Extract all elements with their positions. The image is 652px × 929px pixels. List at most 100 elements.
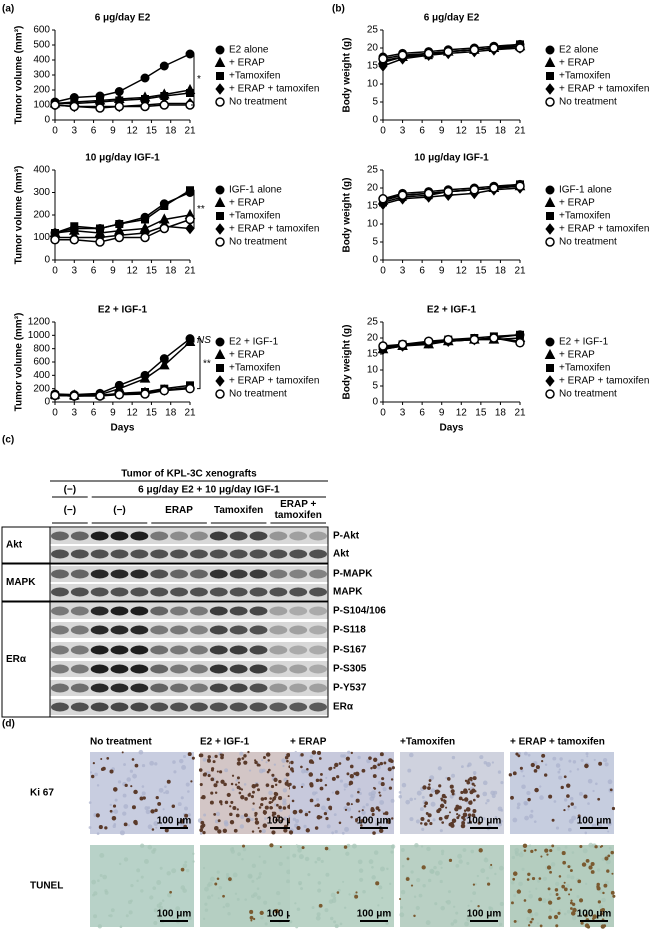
stained-nucleus [284,755,289,760]
texture [425,920,431,926]
texture [604,762,609,767]
significance-bracket [191,189,195,229]
texture [472,770,477,775]
texture [156,880,162,885]
texture [418,893,423,898]
texture [222,905,226,909]
texture [346,807,352,812]
chart-title: 6 μg/day E2 [95,13,151,24]
legend-label: No treatment [229,97,287,108]
stained-nucleus [279,845,282,849]
data-point [469,45,480,55]
texture [163,791,166,794]
stained-nucleus [123,822,128,827]
data-point [69,391,80,401]
stained-nucleus [220,803,223,806]
blot-band [110,531,129,541]
stained-nucleus [429,793,433,797]
texture [580,758,584,762]
stained-nucleus [604,856,609,861]
stained-nucleus [214,754,218,758]
data-point [159,385,170,396]
row-label: P-S104/106 [333,606,386,617]
texture [415,819,421,824]
texture [239,824,245,829]
texture [573,805,577,809]
texture [256,895,261,900]
y-tick-label: 15 [367,61,379,72]
blot-band [229,587,248,597]
lane-label-text: (−) [63,505,77,516]
stained-nucleus [390,759,394,764]
stained-nucleus [370,807,375,813]
texture [242,847,247,852]
stained-nucleus [554,888,559,892]
stained-nucleus [477,905,480,908]
texture [521,867,525,871]
stained-nucleus [150,809,155,814]
texture [325,776,328,779]
texture [458,859,463,864]
texture [330,892,336,898]
stained-nucleus [487,882,491,886]
texture [462,848,467,852]
stained-nucleus [421,865,426,870]
data-point [423,336,434,346]
texture [518,852,524,858]
texture [516,802,521,807]
stained-nucleus [113,787,118,792]
blot-band [229,569,248,579]
stained-nucleus [331,776,336,781]
texture [578,791,583,796]
stained-nucleus [451,792,455,796]
row-label: MAPK [333,587,363,598]
stained-nucleus [553,914,559,920]
texture [333,896,337,900]
data-point [489,183,499,193]
texture [182,754,187,759]
texture [337,888,341,892]
texture [316,856,321,862]
stained-nucleus [278,796,283,801]
legend-marker [215,97,225,107]
blot-band [209,587,228,597]
stained-nucleus [596,882,600,887]
data-point [469,185,480,195]
panel-label: (a) [2,4,14,15]
stained-nucleus [223,782,227,787]
stained-nucleus [371,814,374,817]
chart-title: 10 μg/day IGF-1 [85,153,160,164]
legend-marker [214,348,226,359]
y-tick-label: 400 [33,370,50,381]
blot-band [170,606,189,616]
texture [282,764,285,768]
texture [241,857,244,861]
stained-nucleus [563,808,566,812]
x-tick-label: 9 [439,126,445,137]
texture [339,922,343,926]
stained-nucleus [154,808,158,813]
lane-label-text: (−) [113,505,126,516]
stained-nucleus [384,811,389,816]
data-point [158,359,170,370]
stained-nucleus [538,897,543,902]
stained-nucleus [200,796,203,799]
texture [568,818,574,824]
stained-nucleus [240,788,244,791]
texture [607,830,610,833]
stained-nucleus [232,806,237,811]
blot-band [130,531,149,541]
x-tick-label: 12 [456,126,468,137]
texture [419,807,424,812]
data-point [443,334,453,345]
stained-nucleus [314,804,317,807]
texture [149,760,155,766]
stained-nucleus [201,823,206,828]
blot-band [269,531,288,541]
row-label: Akt [333,549,350,560]
texture [524,751,528,756]
blot-band [130,549,149,559]
texture [113,822,117,826]
blot-band [229,606,248,616]
x-tick-label: 3 [400,408,406,419]
